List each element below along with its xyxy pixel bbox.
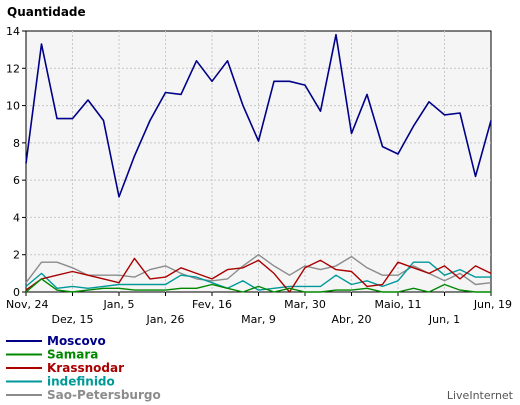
y-tick-label: 8 [13, 137, 20, 150]
series-line-sao-petersburgo [25, 253, 492, 286]
series-lines [25, 33, 492, 293]
y-tick-label: 0 [13, 286, 20, 299]
x-tick-label: Fev, 16 [192, 298, 232, 311]
legend: MoscovoSamaraKrassnodarindefinidoSao-Pet… [6, 334, 161, 402]
y-tick-label: 2 [13, 249, 20, 262]
series-line-moscovo [25, 33, 492, 198]
y-axis-title: Quantidade [7, 5, 86, 19]
series-line-indefinido [25, 261, 491, 291]
legend-label: indefinido [47, 375, 115, 389]
y-axis-ticks: 0 2 4 6 8 10 12 14 [6, 25, 26, 299]
x-tick-label: Mar, 9 [241, 313, 276, 326]
y-tick-label: 12 [6, 62, 20, 75]
x-tick-label: Jun, 19 [473, 298, 512, 311]
series-line-samara [25, 278, 491, 293]
x-tick-label: Jan, 5 [103, 298, 135, 311]
credit-text: LiveInternet [447, 389, 514, 402]
x-tick-label: Abr, 20 [331, 313, 371, 326]
y-tick-label: 6 [13, 174, 20, 187]
legend-label: Samara [47, 348, 98, 362]
legend-label: Krassnodar [47, 361, 124, 375]
grid-lines [26, 31, 491, 292]
x-tick-label: Jan, 26 [146, 313, 185, 326]
y-tick-label: 10 [6, 100, 20, 113]
x-tick-label: Mar, 30 [284, 298, 326, 311]
x-tick-label: Dez, 15 [51, 313, 93, 326]
x-tick-label: Maio, 11 [374, 298, 421, 311]
legend-label: Sao-Petersburgo [47, 388, 161, 402]
y-tick-label: 14 [6, 25, 20, 38]
series-line-krassnodar [25, 257, 492, 293]
legend-label: Moscovo [47, 334, 106, 348]
x-tick-label: Nov, 24 [6, 298, 48, 311]
x-tick-label: Jun, 1 [428, 313, 460, 326]
y-tick-label: 4 [13, 211, 20, 224]
